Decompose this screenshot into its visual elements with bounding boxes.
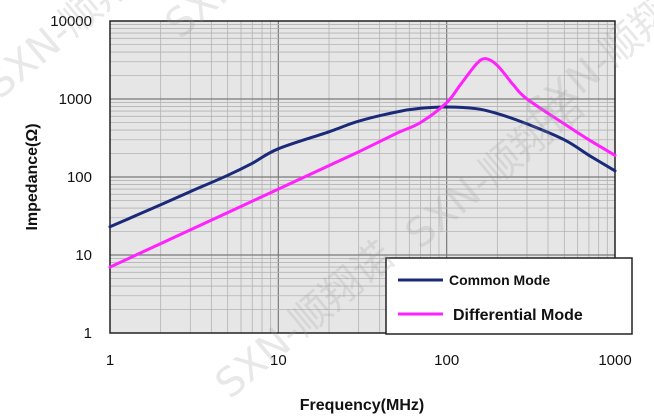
x-tick-label: 1 (106, 352, 114, 369)
x-tick-labels: 1 10 100 1000 (106, 352, 632, 369)
y-tick-label: 10000 (50, 13, 92, 30)
x-tick-label: 100 (434, 352, 459, 369)
x-tick-label: 10 (270, 352, 287, 369)
legend-label-common-mode: Common Mode (449, 272, 550, 288)
series-group (108, 57, 617, 269)
plot-frame (109, 20, 616, 334)
x-axis-title: Frequency(MHz) (300, 397, 424, 414)
y-tick-label: 1000 (59, 91, 92, 108)
series-line-common-mode (108, 105, 617, 229)
legend-label-differential-mode: Differential Mode (453, 307, 583, 324)
legend: Common Mode Differential Mode (385, 257, 633, 335)
y-axis-title: Impedance(Ω) (24, 123, 41, 230)
x-tick-label: 1000 (598, 352, 631, 369)
y-tick-label: 10 (75, 247, 92, 264)
y-tick-labels: 1 10 100 1000 10000 (50, 13, 92, 342)
y-tick-label: 100 (67, 169, 92, 186)
y-tick-label: 1 (84, 325, 92, 342)
series-line-differential-mode (108, 57, 617, 269)
legend-box (385, 257, 633, 335)
